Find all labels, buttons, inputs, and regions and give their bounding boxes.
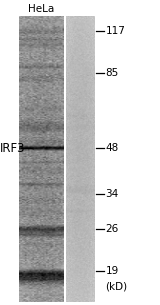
Text: 26: 26 [106, 224, 119, 234]
Text: HeLa: HeLa [28, 4, 55, 14]
Text: IRF3: IRF3 [0, 142, 25, 155]
Text: 117: 117 [106, 26, 125, 36]
Text: 85: 85 [106, 68, 119, 78]
Text: 19: 19 [106, 266, 119, 276]
Text: 48: 48 [106, 143, 119, 153]
Text: (kD): (kD) [106, 282, 128, 292]
Text: 34: 34 [106, 189, 119, 199]
